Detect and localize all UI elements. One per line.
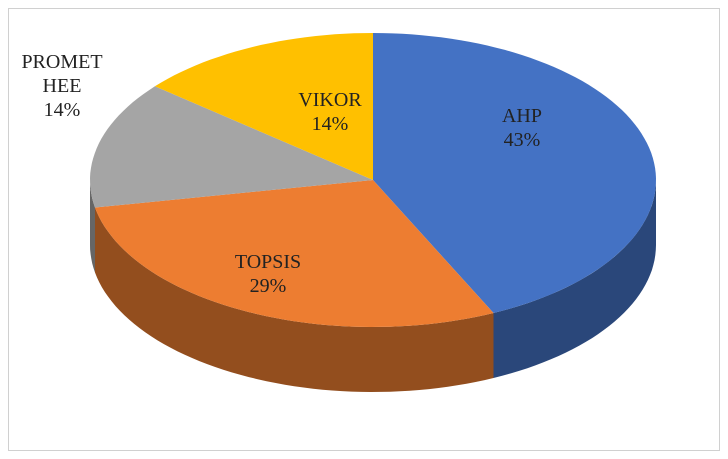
category-label: VIKOR [298, 89, 362, 111]
slice-side [95, 207, 494, 392]
data-label: TOPSIS 29% [235, 250, 301, 298]
slice [95, 180, 494, 327]
value-label: 14% [43, 99, 81, 121]
sides [90, 180, 656, 392]
data-label: AHP 43% [502, 104, 542, 152]
category-label: PROMETHEE [21, 51, 103, 97]
data-label: PROMETHEE 14% [21, 50, 103, 122]
category-label: AHP [501, 105, 543, 127]
value-label: 29% [249, 275, 287, 297]
tops [90, 33, 656, 327]
slice-side [90, 180, 95, 273]
slice-side [493, 180, 656, 378]
value-label: 43% [503, 129, 541, 151]
slice [373, 33, 656, 313]
value-label: 14% [311, 113, 349, 135]
slice [154, 33, 373, 180]
category-label: TOPSIS [234, 251, 302, 273]
data-label: VIKOR 14% [298, 88, 361, 136]
slice [90, 86, 373, 208]
